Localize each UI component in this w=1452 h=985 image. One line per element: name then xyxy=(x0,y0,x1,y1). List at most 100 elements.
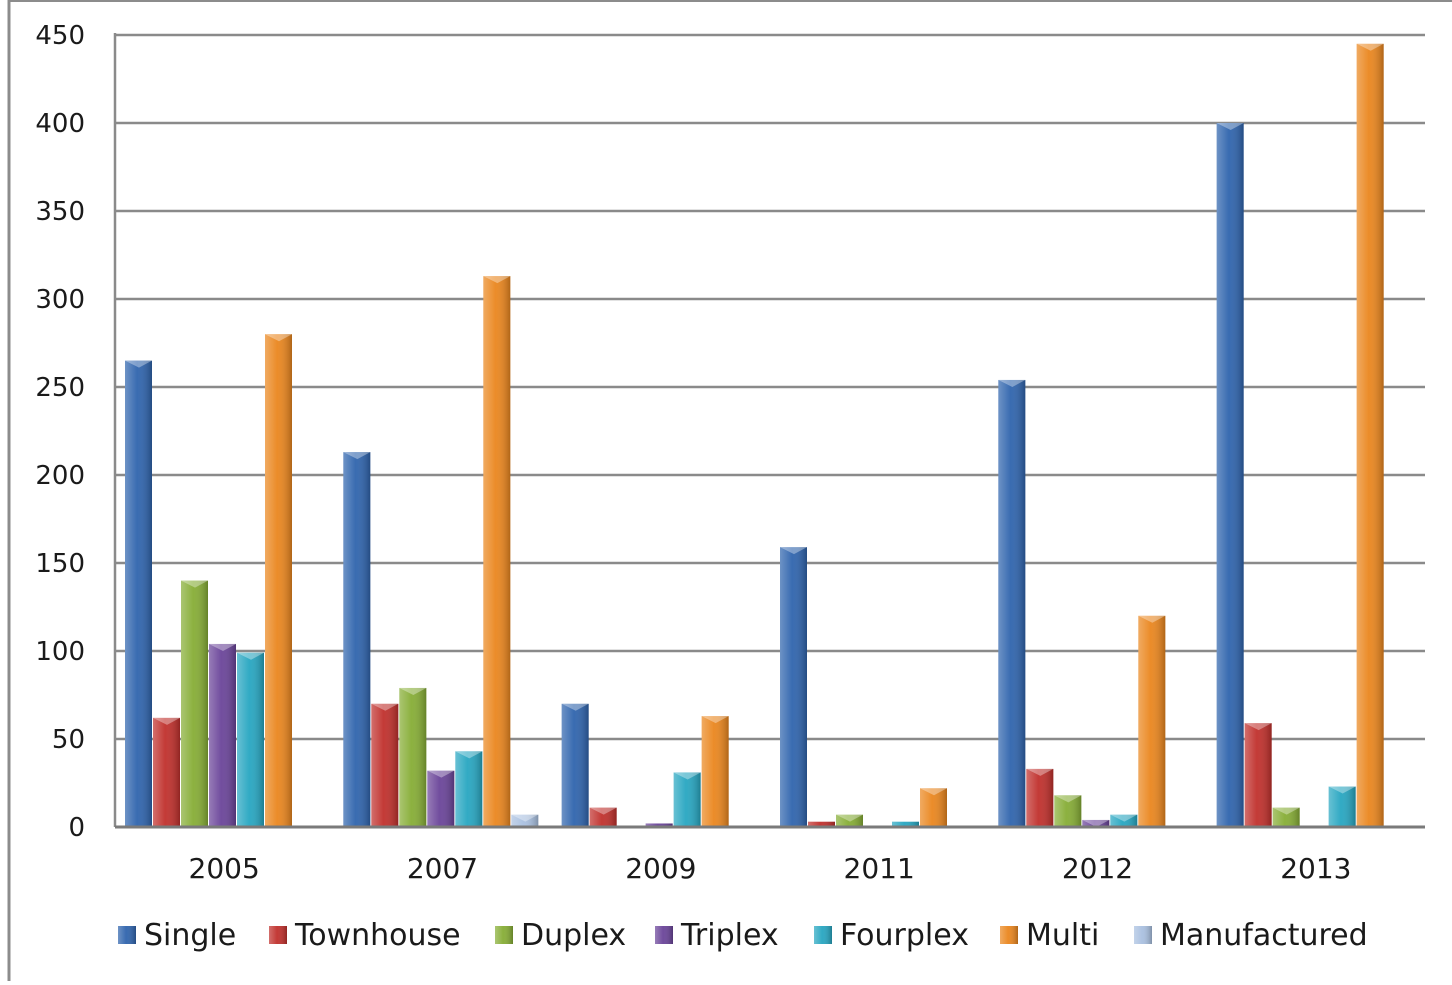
bar-multi-2007 xyxy=(483,276,511,827)
bar-manufactured-2007 xyxy=(511,814,539,827)
bar-triplex-2009 xyxy=(645,823,673,827)
bar-shading xyxy=(808,821,835,827)
bar-cap xyxy=(1138,615,1166,623)
bar-cap xyxy=(1272,807,1300,815)
bar-cap xyxy=(701,716,729,724)
bar-duplex-2013 xyxy=(1272,807,1300,827)
bar-cap xyxy=(589,807,617,815)
x-tick-label: 2012 xyxy=(1062,852,1133,885)
bar-cap xyxy=(1082,819,1110,827)
bar-cap xyxy=(153,717,180,725)
y-tick-label: 0 xyxy=(68,813,85,843)
y-tick-label: 100 xyxy=(35,637,85,667)
bar-townhouse-2009 xyxy=(589,807,617,827)
bar-shading xyxy=(265,334,292,827)
bar-triplex-2005 xyxy=(209,643,236,827)
y-tick-label: 50 xyxy=(52,725,85,755)
bar-townhouse-2005 xyxy=(153,717,180,827)
y-tick-label: 400 xyxy=(35,109,85,139)
bar-multi-2013 xyxy=(1356,43,1384,828)
bar-fourplex-2013 xyxy=(1328,786,1356,827)
legend-label: Single xyxy=(144,918,236,953)
bar-shading xyxy=(920,788,947,827)
bar-shading xyxy=(209,643,236,827)
bar-multi-2009 xyxy=(701,716,729,827)
legend-item-multi: Multi xyxy=(1000,918,1099,953)
bar-duplex-2012 xyxy=(1054,795,1082,827)
y-tick-label: 200 xyxy=(35,461,85,491)
legend-swatch-shading xyxy=(655,926,673,944)
bar-multi-2005 xyxy=(265,334,292,827)
bar-shading xyxy=(483,276,511,827)
legend-label: Multi xyxy=(1026,918,1099,953)
bar-cap xyxy=(998,379,1026,387)
bar-shading xyxy=(1272,807,1300,827)
bar-cap xyxy=(1216,123,1244,130)
x-axis xyxy=(113,33,1425,829)
bar-shading xyxy=(153,717,180,827)
bar-shading xyxy=(181,580,208,827)
bar-cap xyxy=(836,814,863,822)
bar-shading xyxy=(1138,615,1166,827)
bar-cap xyxy=(561,703,589,711)
bar-cap xyxy=(511,814,539,822)
y-tick-label: 150 xyxy=(35,549,85,579)
bar-shading xyxy=(780,547,807,827)
legend-item-triplex: Triplex xyxy=(655,918,779,953)
bar-triplex-2007 xyxy=(427,770,455,827)
legend-item-manufactured: Manufactured xyxy=(1134,918,1368,953)
y-tick-label: 250 xyxy=(35,373,85,403)
y-axis-tick-labels: 0 50 100 150 200 250 300 350 400 450 xyxy=(35,21,85,843)
bar-cap xyxy=(343,452,371,460)
x-tick-label: 2005 xyxy=(189,852,260,885)
x-tick-label: 2013 xyxy=(1280,852,1351,885)
bar-shading xyxy=(511,814,539,827)
bar-shading xyxy=(1216,123,1244,827)
bar-shading xyxy=(645,823,673,827)
bar-cap xyxy=(780,547,807,555)
bar-fourplex-2007 xyxy=(455,751,483,827)
bar-triplex-2012 xyxy=(1082,819,1110,827)
y-tick-label: 300 xyxy=(35,285,85,315)
bar-fourplex-2005 xyxy=(237,652,264,827)
bar-cap xyxy=(1356,43,1384,51)
bar-shading xyxy=(1110,814,1138,827)
bar-townhouse-2012 xyxy=(1026,768,1054,827)
bar-duplex-2007 xyxy=(399,687,427,827)
bar-shading xyxy=(343,452,371,827)
bar-fourplex-2011 xyxy=(892,821,919,827)
bar-shading xyxy=(237,652,264,827)
bar-duplex-2011 xyxy=(836,814,863,827)
legend-label: Townhouse xyxy=(294,918,461,953)
x-tick-label: 2009 xyxy=(625,852,696,885)
bar-single-2009 xyxy=(561,703,589,827)
bar-shading xyxy=(1026,768,1054,827)
bar-townhouse-2011 xyxy=(808,821,835,827)
chart-border xyxy=(7,0,1452,981)
legend-swatch-shading xyxy=(269,926,287,944)
bars xyxy=(125,43,1384,828)
bar-cap xyxy=(399,687,427,695)
bar-shading xyxy=(1054,795,1082,827)
legend-item-townhouse: Townhouse xyxy=(269,918,461,953)
bar-shading xyxy=(125,360,152,827)
bar-shading xyxy=(455,751,483,827)
bar-shading xyxy=(701,716,729,827)
legend-swatch-shading xyxy=(495,926,513,944)
legend-item-fourplex: Fourplex xyxy=(814,918,969,953)
bar-single-2011 xyxy=(780,547,807,827)
x-tick-label: 2011 xyxy=(844,852,915,885)
bar-shading xyxy=(561,703,589,827)
bar-shading xyxy=(1356,43,1384,828)
bar-cap xyxy=(209,643,236,651)
bar-shading xyxy=(1082,819,1110,827)
bar-fourplex-2012 xyxy=(1110,814,1138,827)
bar-cap xyxy=(181,580,208,588)
bar-cap xyxy=(455,751,483,759)
legend-swatch-shading xyxy=(1000,926,1018,944)
x-axis-tick-labels: 2005 2007 2009 2011 2012 2013 xyxy=(189,852,1352,885)
bar-cap xyxy=(371,703,399,711)
bar-cap xyxy=(265,334,292,342)
bar-cap xyxy=(1244,723,1272,731)
